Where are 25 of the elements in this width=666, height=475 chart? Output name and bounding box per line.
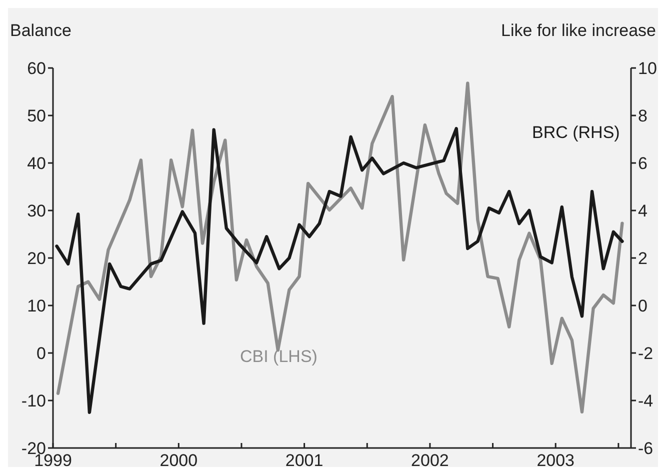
y-tick-label: 10 [27,296,46,316]
y2-tick-label: -2 [638,344,654,363]
y2-tick-label: 4 [638,201,648,220]
y-tick-label: 20 [27,248,46,268]
x-tick-label: 2002 [411,451,449,470]
y-tick-label: 0 [36,344,46,363]
y-tick-label: 30 [27,201,46,220]
x-tick-label: 2001 [285,451,324,470]
x-tick-label: 2000 [160,451,198,470]
text: BRC (RHS) [532,123,620,142]
y-tick-label: 50 [27,106,46,126]
y2-tick-label: 2 [638,248,648,268]
y-tick-label: -10 [21,391,46,410]
y-axis-title: Balance [10,21,72,40]
y2-tick-label: -4 [638,391,654,410]
series-label: CBI (LHS) [240,347,318,366]
x-tick-label: 2003 [536,451,575,470]
y2-tick-label: 0 [638,296,648,316]
y-tick-label: 40 [27,154,46,173]
y2-axis-title: Like for like increase [501,21,656,40]
y2-tick-label: 10 [638,58,657,78]
y-tick-label: 60 [27,58,46,78]
y2-tick-label: 6 [638,154,648,173]
y2-tick-label: -6 [638,438,654,458]
y2-tick-label: 8 [638,106,648,126]
